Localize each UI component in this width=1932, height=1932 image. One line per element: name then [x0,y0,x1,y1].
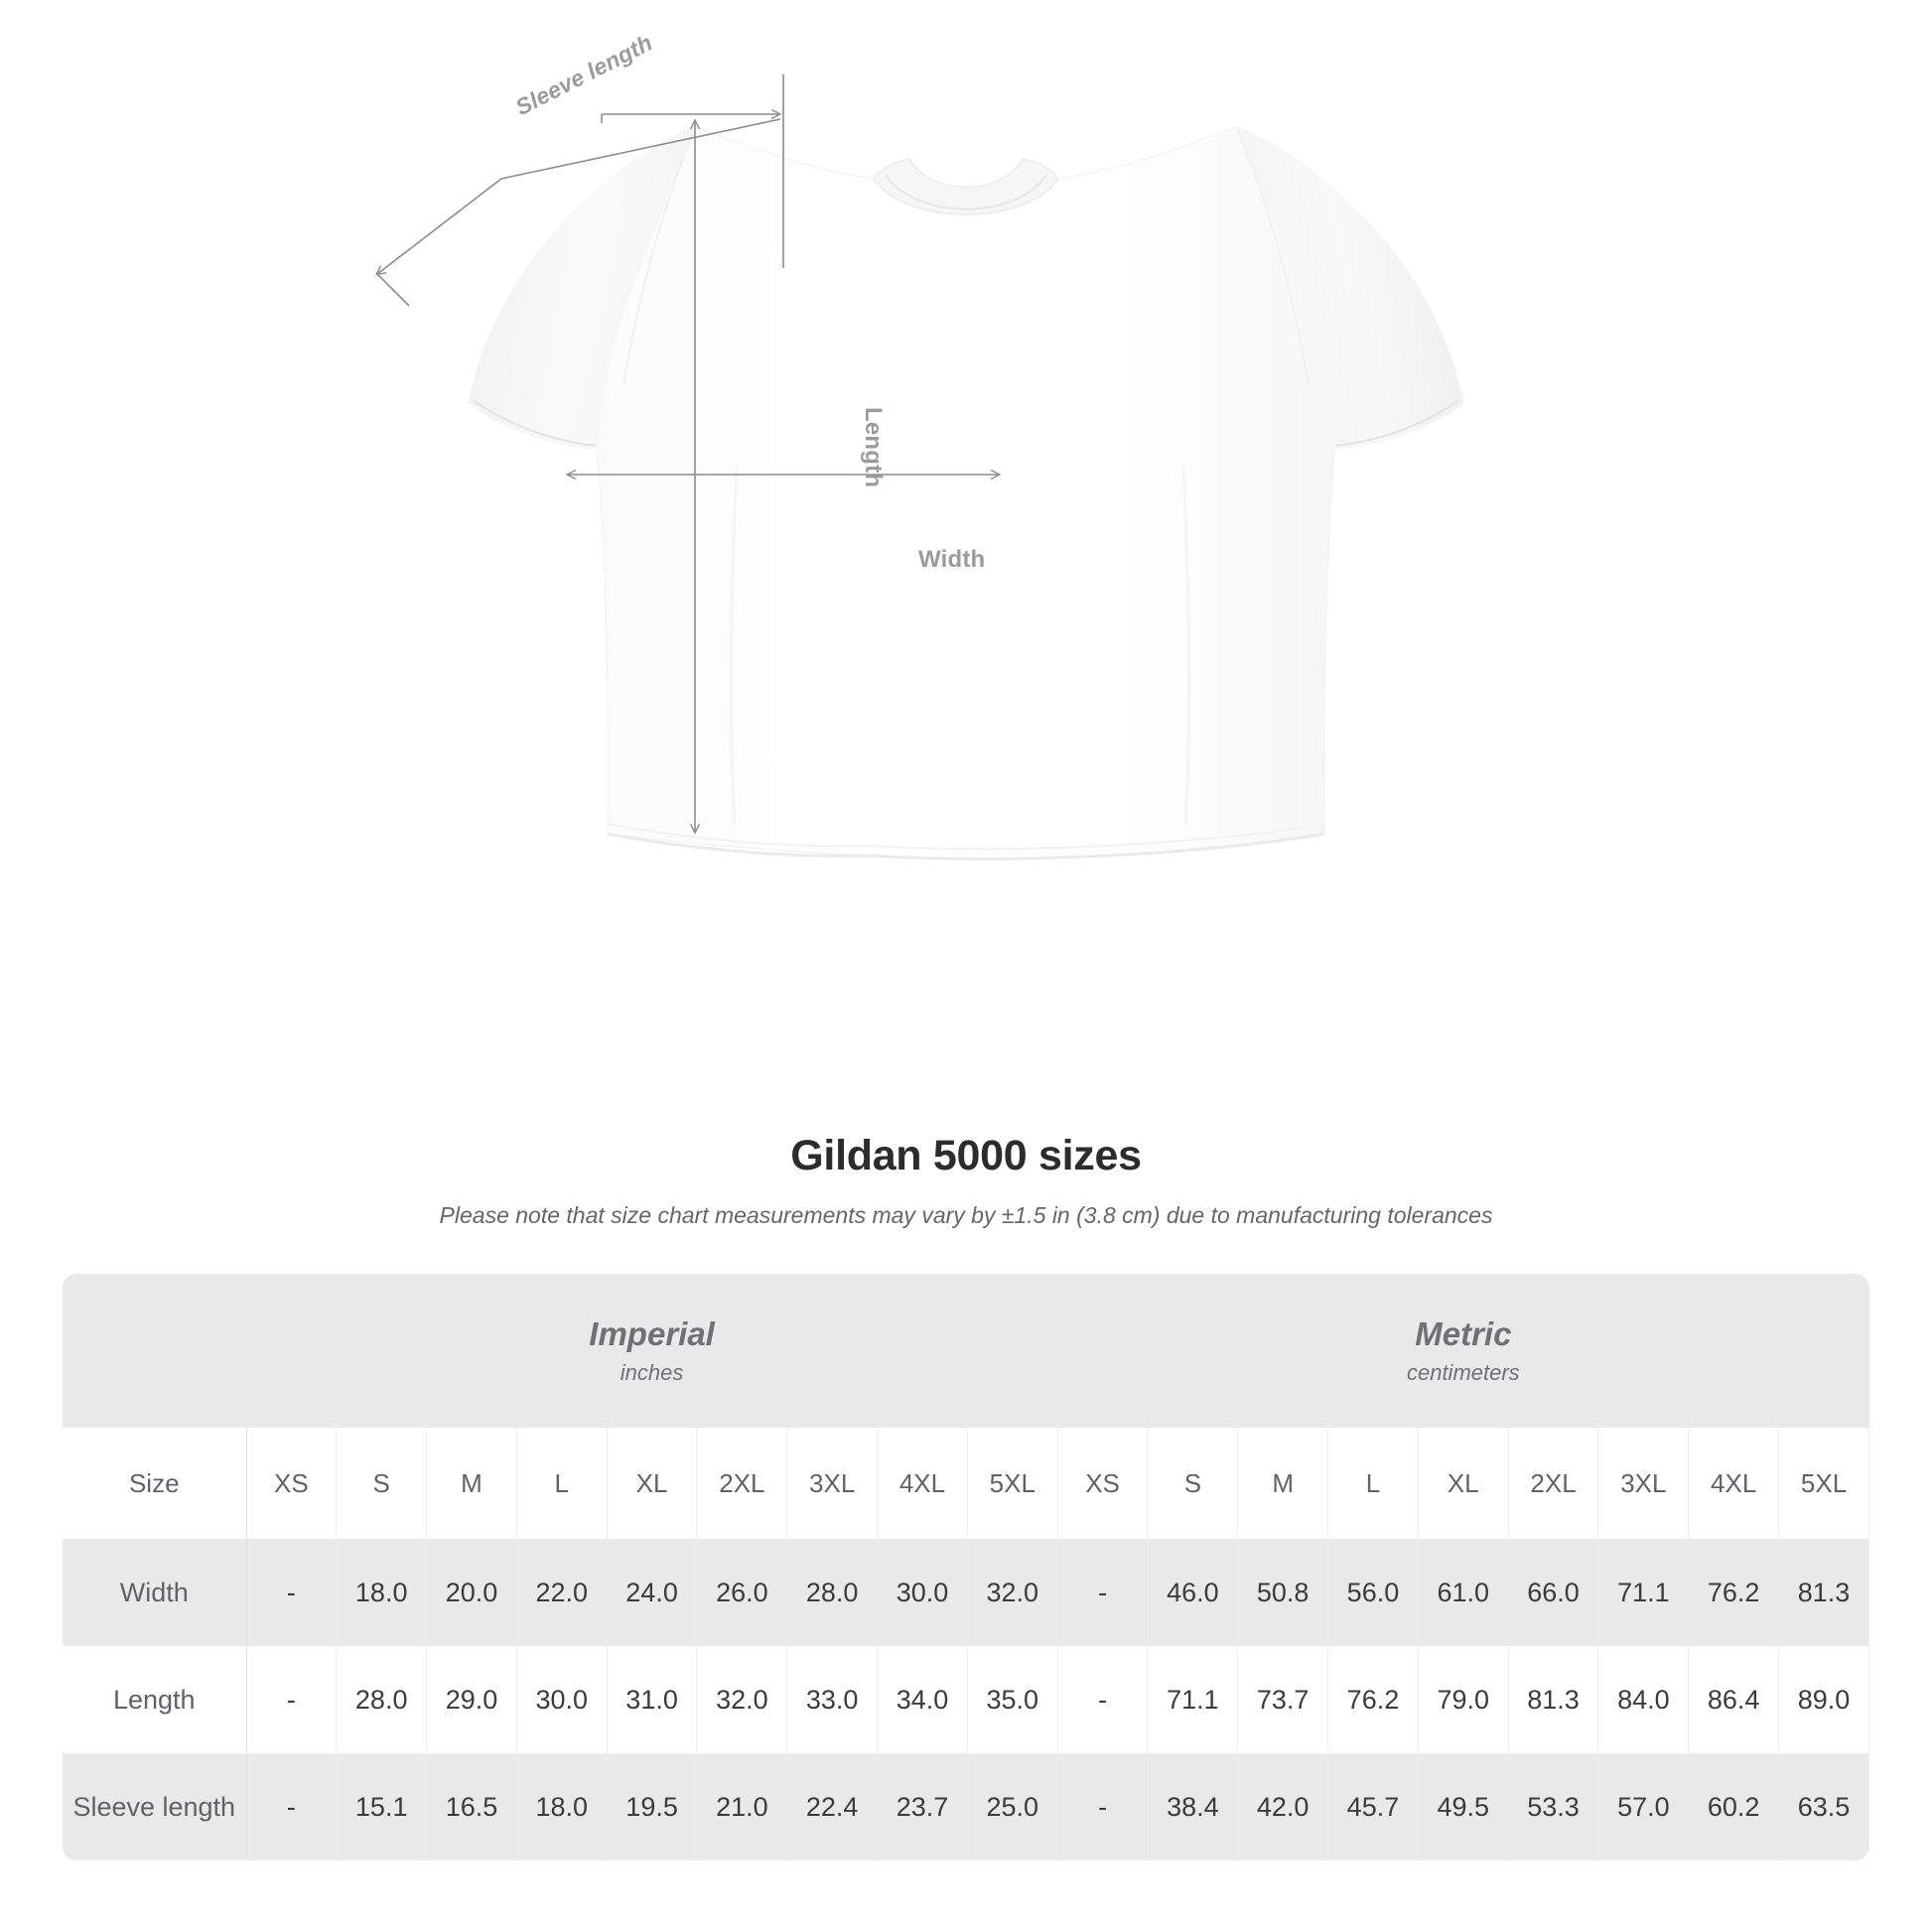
width-label: Width [918,546,986,573]
table-cell: 32.0 [696,1646,788,1753]
row-header-label: Sleeve length [63,1753,247,1861]
table-cell: 76.2 [1688,1539,1780,1646]
table-cell: 31.0 [607,1646,698,1753]
table-cell: 34.0 [877,1646,968,1753]
size-header-imperial-m: M [426,1428,517,1539]
row-header-label: Length [63,1646,247,1753]
table-cell: 57.0 [1597,1753,1690,1861]
table-cell: 20.0 [426,1539,517,1646]
size-header-metric-l: L [1327,1428,1419,1539]
table-cell: 76.2 [1327,1646,1419,1753]
size-header-metric-s: S [1147,1428,1239,1539]
table-cell: 50.8 [1237,1539,1329,1646]
unit-group-subtitle: centimeters [1406,1360,1520,1386]
table-cell: 35.0 [967,1646,1058,1753]
table-cell: 29.0 [426,1646,517,1753]
unit-group-subtitle: inches [620,1360,684,1386]
table-cell: 63.5 [1778,1753,1869,1861]
table-cell: 23.7 [877,1753,968,1861]
size-header-imperial-4xl: 4XL [877,1428,968,1539]
unit-group-name: Metric [1415,1314,1512,1352]
table-cell: 60.2 [1688,1753,1780,1861]
table-cell: 19.5 [607,1753,698,1861]
unit-group-name: Imperial [589,1314,715,1352]
table-row: Length -28.0 29.0 30.0 31.0 32.0 33.0 34.0 35.0-… [63,1646,1869,1753]
table-cell: 81.3 [1508,1646,1599,1753]
table-corner-cell [63,1274,246,1428]
table-cell: 61.0 [1418,1539,1509,1646]
tshirt-diagram: Sleeve length Length Width [0,29,1464,861]
length-label: Length [860,407,887,488]
size-row-header-label: Size [63,1428,247,1539]
size-header-metric-5xl: 5XL [1778,1428,1869,1539]
title-block: Gildan 5000 sizes Please note that size … [0,1132,1932,1229]
table-cell: 22.4 [786,1753,879,1861]
table-cell: 71.1 [1147,1646,1239,1753]
table-cell: - [246,1753,338,1861]
table-cell: 24.0 [607,1539,698,1646]
table-cell: 30.0 [516,1646,608,1753]
size-header-imperial-3xl: 3XL [786,1428,879,1539]
table-cell: 56.0 [1327,1539,1419,1646]
tshirt-illustration [0,74,1464,861]
table-cell: 84.0 [1597,1646,1690,1753]
table-cell: 21.0 [696,1753,788,1861]
size-header-metric-xs: XS [1056,1428,1149,1539]
table-cell: - [1056,1646,1149,1753]
measurement-guides [377,74,999,832]
unit-header-row: Imperial inches Metric centimeters [63,1274,1869,1428]
page-title: Gildan 5000 sizes [790,1132,1142,1179]
table-cell: 81.3 [1778,1539,1869,1646]
table-cell: 28.0 [336,1646,428,1753]
table-cell: 32.0 [967,1539,1058,1646]
unit-group-header: Metric centimeters [1057,1274,1868,1428]
table-cell: 42.0 [1237,1753,1329,1861]
unit-group-header: Imperial inches [246,1274,1057,1428]
tolerance-note: Please note that size chart measurements… [439,1202,1493,1228]
size-chart-table: Imperial inches Metric centimeters Size XS S M L… [63,1274,1869,1861]
table-cell: 16.5 [426,1753,517,1861]
table-cell: 30.0 [877,1539,968,1646]
table-cell: 15.1 [336,1753,428,1861]
table-cell: - [246,1646,338,1753]
size-header-metric-m: M [1237,1428,1329,1539]
size-header-imperial-l: L [516,1428,608,1539]
size-header-metric-4xl: 4XL [1688,1428,1780,1539]
table-cell: 89.0 [1778,1646,1869,1753]
table-row: Width -18.0 20.0 22.0 24.0 26.0 28.0 30.0 32.0-4… [63,1539,1869,1646]
table-cell: 46.0 [1147,1539,1239,1646]
size-header-imperial-s: S [336,1428,428,1539]
table-cell: 18.0 [336,1539,428,1646]
table-cell: 25.0 [967,1753,1058,1861]
table-cell: 26.0 [696,1539,788,1646]
table-cell: 73.7 [1237,1646,1329,1753]
table-cell: 38.4 [1147,1753,1239,1861]
table-cell: 45.7 [1327,1753,1419,1861]
table-cell: 53.3 [1508,1753,1599,1861]
table-cell: 18.0 [516,1753,608,1861]
size-header-metric-3xl: 3XL [1597,1428,1690,1539]
table-cell: 66.0 [1508,1539,1599,1646]
size-header-row: Size XS S M L XL 2XL 3XL 4XL 5XL XS S M L XL 2XL 3XL 4XL 5… [63,1428,1869,1539]
size-header-imperial-xs: XS [246,1428,338,1539]
table-cell: 22.0 [516,1539,608,1646]
table-cell: 79.0 [1418,1646,1509,1753]
table-cell: 71.1 [1597,1539,1690,1646]
row-header-label: Width [63,1539,247,1646]
size-header-imperial-xl: XL [607,1428,698,1539]
tshirt-body-shape [468,126,1464,861]
size-header-metric-xl: XL [1418,1428,1509,1539]
size-header-metric-2xl: 2XL [1508,1428,1599,1539]
table-cell: 28.0 [786,1539,879,1646]
table-cell: 86.4 [1688,1646,1780,1753]
table-cell: - [1056,1539,1149,1646]
size-header-imperial-5xl: 5XL [967,1428,1058,1539]
size-chart-table-wrap: Imperial inches Metric centimeters Size XS S M L… [63,1274,1869,1861]
table-cell: - [1056,1753,1149,1861]
size-header-imperial-2xl: 2XL [696,1428,788,1539]
table-cell: 33.0 [786,1646,879,1753]
table-row: Sleeve length -15.1 16.5 18.0 19.5 21.0 22.4 23… [63,1753,1869,1861]
table-cell: - [246,1539,338,1646]
table-cell: 49.5 [1418,1753,1509,1861]
